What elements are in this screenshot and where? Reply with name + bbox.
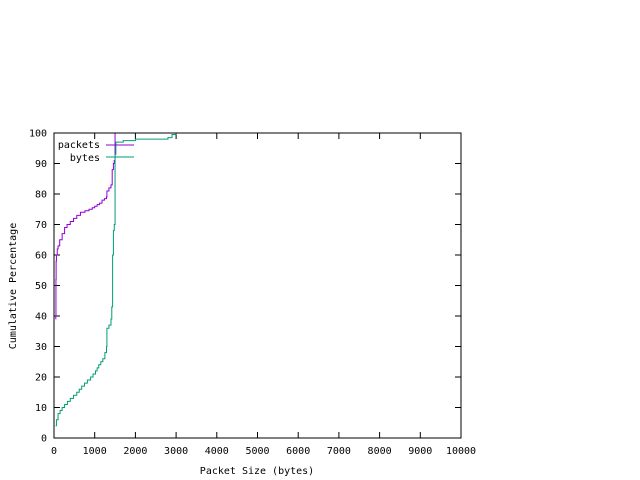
x-axis-label: Packet Size (bytes) [200,466,314,477]
x-tick-label: 1000 [83,446,107,457]
series-line-bytes [55,133,177,427]
y-tick-label: 60 [35,251,47,262]
legend: packets bytes [58,140,134,164]
x-tick-label: 6000 [286,446,310,457]
x-tick-label: 5000 [245,446,269,457]
series-line-packets [55,132,177,320]
ticks-layer: 0 1000 2000 3000 4000 5000 6000 7000 8000 9000 100… [29,129,476,458]
x-tick-label: 8000 [368,446,392,457]
x-tick-label: 3000 [164,446,188,457]
series-layer [55,132,177,427]
y-tick-label: 40 [35,312,47,323]
x-tick-label: 0 [51,446,57,457]
y-tick-label: 20 [35,373,47,384]
legend-label-bytes: bytes [70,153,100,164]
y-tick-label: 0 [41,434,47,445]
y-tick-label: 10 [35,403,47,414]
x-tick-label: 9000 [408,446,432,457]
y-tick-label: 90 [35,159,47,170]
plot-frame [53,132,462,439]
y-tick-label: 70 [35,220,47,231]
y-tick-label: 80 [35,190,47,201]
y-tick-label: 100 [29,129,47,140]
x-tick-label: 10000 [446,446,476,457]
legend-label-packets: packets [58,140,100,151]
x-tick-label: 4000 [205,446,229,457]
y-tick-label: 50 [35,281,47,292]
x-tick-label: 7000 [327,446,351,457]
y-axis-label: Cumulative Percentage [8,223,19,349]
x-tick-label: 2000 [123,446,147,457]
y-tick-label: 30 [35,342,47,353]
